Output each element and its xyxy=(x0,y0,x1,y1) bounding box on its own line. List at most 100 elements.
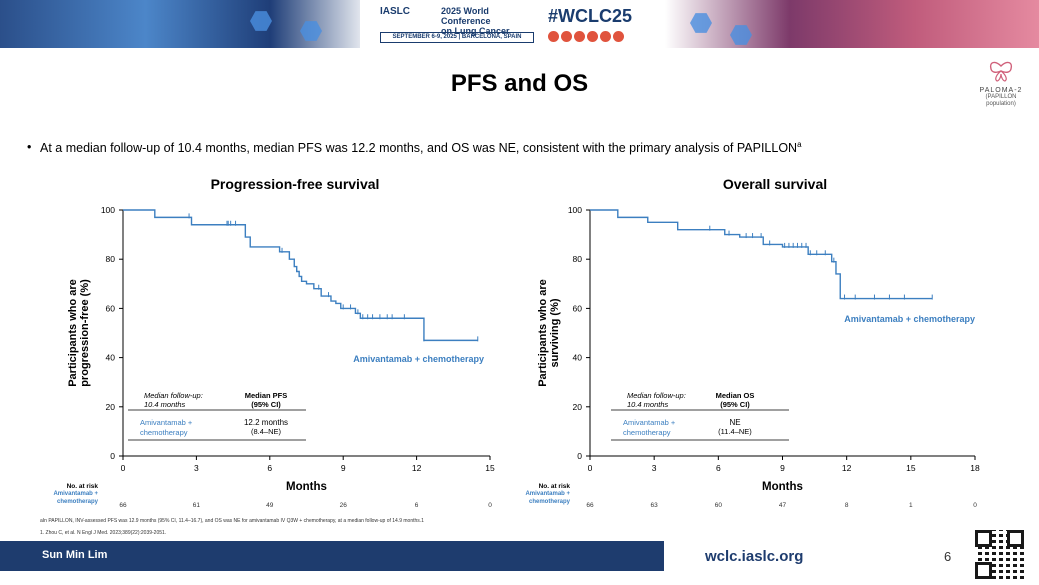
pfs-y-axis-label-line1: Participants who are xyxy=(67,279,79,387)
bullet-superscript: a xyxy=(797,140,802,149)
pfs-risk-title: No. at risk xyxy=(67,483,99,490)
os-risk-count: 60 xyxy=(715,502,723,509)
os-chart-title: Overall survival xyxy=(722,176,828,192)
conference-banner: IASLC 2025 World Conference on Lung Canc… xyxy=(0,0,1039,48)
os-km-curve xyxy=(590,209,933,300)
os-y-tick-label: 80 xyxy=(573,254,583,264)
os-risk-count: 63 xyxy=(651,502,659,509)
os-median-header: Median OS xyxy=(716,391,755,400)
os-x-tick-label: 15 xyxy=(906,463,916,473)
os-x-tick-label: 9 xyxy=(780,463,785,473)
iaslc-logo: IASLC xyxy=(380,6,410,17)
qr-finder xyxy=(975,530,992,547)
pfs-x-tick-label: 0 xyxy=(121,463,126,473)
os-risk-arm-label: chemotherapy xyxy=(529,499,571,505)
pfs-chart-title: Progression-free survival xyxy=(210,176,380,192)
os-x-tick-label: 18 xyxy=(970,463,980,473)
website-link[interactable]: wclc.iaslc.org xyxy=(705,548,804,565)
os-risk-count: 1 xyxy=(909,502,913,509)
conference-name: 2025 World Conference on Lung Cancer xyxy=(441,6,531,36)
os-median-arm-label: Amivantamab + xyxy=(623,418,676,427)
conference-dates: SEPTEMBER 6-9, 2025 | BARCELONA, SPAIN xyxy=(380,32,534,43)
pfs-median-arm-label: chemotherapy xyxy=(140,428,188,437)
pfs-km-curve xyxy=(123,209,478,342)
qr-finder xyxy=(1007,530,1024,547)
linkedin-icon[interactable] xyxy=(561,31,572,42)
pfs-median-arm-label: Amivantamab + xyxy=(140,418,193,427)
youtube-icon[interactable] xyxy=(600,31,611,42)
pfs-y-tick-label: 60 xyxy=(106,303,116,313)
key-finding-bullet: • At a median follow-up of 10.4 months, … xyxy=(27,140,802,156)
qr-code[interactable] xyxy=(975,530,1024,579)
os-y-tick-label: 60 xyxy=(573,303,583,313)
pfs-y-tick-label: 20 xyxy=(106,402,116,412)
hexagon-decoration xyxy=(690,13,712,33)
banner-center xyxy=(360,0,660,48)
os-y-axis-label-line1: Participants who are xyxy=(537,279,549,387)
os-median-arm-label: chemotherapy xyxy=(623,428,671,437)
os-risk-count: 47 xyxy=(779,502,787,509)
pfs-x-tick-label: 3 xyxy=(194,463,199,473)
os-risk-count: 8 xyxy=(845,502,849,509)
pfs-y-tick-label: 40 xyxy=(106,353,116,363)
social-icons xyxy=(548,29,626,47)
pfs-risk-count: 6 xyxy=(415,502,419,509)
os-risk-title: No. at risk xyxy=(539,483,571,490)
bullet-text: At a median follow-up of 10.4 months, me… xyxy=(40,141,798,156)
pfs-y-axis-label-line2: progression-free (%) xyxy=(79,279,91,387)
study-subtitle: (PAPILLON population) xyxy=(985,94,1017,107)
os-x-tick-label: 12 xyxy=(842,463,852,473)
os-y-tick-label: 0 xyxy=(577,451,582,461)
os-risk-arm-label: Amivantamab + xyxy=(525,491,570,497)
pfs-x-axis-label: Months xyxy=(286,481,327,493)
conference-hashtag: #WCLC25 xyxy=(548,6,633,26)
os-y-tick-label: 40 xyxy=(573,353,583,363)
os-median-ci: (11.4–NE) xyxy=(718,427,752,436)
pfs-risk-count: 0 xyxy=(488,502,492,509)
os-risk-count: 66 xyxy=(586,502,594,509)
os-x-axis-label: Months xyxy=(762,481,803,493)
hexagon-decoration xyxy=(300,21,322,41)
pfs-median-value: 12.2 months xyxy=(244,418,288,427)
pfs-x-tick-label: 6 xyxy=(267,463,272,473)
pfs-x-tick-label: 9 xyxy=(341,463,346,473)
pfs-series-label: Amivantamab + chemotherapy xyxy=(353,354,484,364)
os-y-tick-label: 20 xyxy=(573,402,583,412)
conference-name-line2: on Lung Cancer xyxy=(441,26,510,36)
bullet-dot: • xyxy=(27,140,32,154)
presenter-name: Sun Min Lim xyxy=(42,549,108,561)
wechat-icon[interactable] xyxy=(613,31,624,42)
pfs-y-tick-label: 100 xyxy=(101,205,115,215)
os-followup-label: Median follow-up: xyxy=(627,391,686,400)
pfs-median-header-ci: (95% CI) xyxy=(251,400,281,409)
os-x-tick-label: 0 xyxy=(588,463,593,473)
os-median-value: NE xyxy=(729,418,740,427)
butterfly-icon xyxy=(989,61,1013,82)
slide-title: PFS and OS xyxy=(450,70,589,97)
pfs-risk-count: 49 xyxy=(266,502,274,509)
pfs-followup-label: Median follow-up: xyxy=(144,391,203,400)
hexagon-decoration xyxy=(730,25,752,45)
os-series-label: Amivantamab + chemotherapy xyxy=(844,314,975,324)
pfs-x-tick-label: 12 xyxy=(412,463,422,473)
pfs-followup-value: 10.4 months xyxy=(144,400,186,409)
pfs-y-tick-label: 80 xyxy=(106,254,116,264)
pfs-risk-count: 26 xyxy=(340,502,348,509)
os-y-axis-label-line2: surviving (%) xyxy=(549,298,561,367)
footnote-a: aIn PAPILLON, INV-assessed PFS was 12.9 … xyxy=(40,518,424,524)
instagram-icon[interactable] xyxy=(587,31,598,42)
pfs-y-tick-label: 0 xyxy=(110,451,115,461)
os-x-tick-label: 6 xyxy=(716,463,721,473)
facebook-icon[interactable] xyxy=(548,31,559,42)
study-name: PALOMA-2 xyxy=(979,87,1023,94)
footnote-reference: 1. Zhou C, et al. N Engl J Med. 2023;389… xyxy=(40,530,167,536)
os-y-tick-label: 100 xyxy=(568,205,582,215)
study-logo: PALOMA-2 (PAPILLON population) xyxy=(975,60,1027,108)
hexagon-decoration xyxy=(250,11,272,31)
pfs-risk-count: 66 xyxy=(119,502,127,509)
conference-name-line1: 2025 World Conference xyxy=(441,6,491,26)
x-icon[interactable] xyxy=(574,31,585,42)
pfs-risk-count: 61 xyxy=(193,502,201,509)
footer-bar xyxy=(0,541,664,571)
